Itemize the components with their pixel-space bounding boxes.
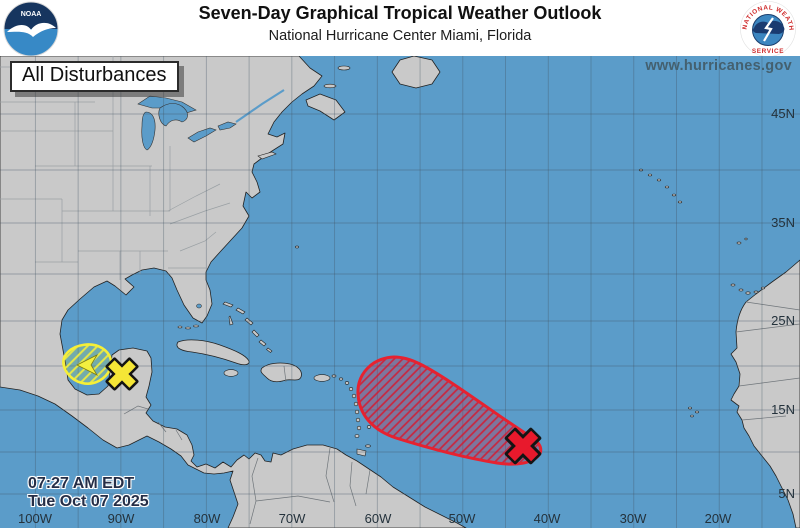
lon-label: 80W [194,511,221,526]
lon-label: 20W [705,511,732,526]
puerto-rico [313,374,331,382]
nws-lightning-icon [763,17,774,42]
trinidad [356,448,367,457]
nws-logo: NATIONAL WEATHER SERVICE [740,1,796,57]
longitude-labels: 100W 90W 80W 70W 60W 50W 40W 30W 20W [18,511,732,526]
header-bar: NOAA Seven-Day Graphical Tropical Weathe… [0,0,800,57]
nws-logo-bottom-text: SERVICE [752,48,784,55]
noaa-logo: NOAA [3,1,59,57]
hispaniola [260,362,302,383]
westward-motion-arrow-icon [76,354,99,376]
yellow-x-marker[interactable] [105,357,140,392]
disturbance-area-yellow[interactable] [62,343,113,385]
outlook-map: 45N 35N 25N 15N 5N 100W 90W 80W 70W 60W … [0,56,800,528]
cuba [176,339,250,366]
lon-label: 40W [534,511,561,526]
hurricanes-gov-link[interactable]: www.hurricanes.gov [645,58,792,74]
jamaica [223,369,239,377]
mode-label: All Disturbances [10,61,179,92]
lat-label: 15N [771,402,795,417]
landmass-africa [730,259,800,528]
lon-label: 100W [18,511,53,526]
issuance-timestamp: 07:27 AM EDT Tue Oct 07 2025 [28,475,149,511]
noaa-logo-text: NOAA [21,11,42,18]
timestamp-date: Tue Oct 07 2025 [28,493,149,510]
lat-label: 45N [771,106,795,121]
red-x-marker[interactable] [504,427,542,465]
page-title: Seven-Day Graphical Tropical Weather Out… [198,3,602,23]
disturbance-area-red[interactable] [356,355,543,466]
lon-label: 90W [108,511,135,526]
bermuda [295,245,299,249]
landmass-americas [0,56,467,528]
noaa-gull-icon [7,22,56,37]
lat-label: 25N [771,313,795,328]
map-canvas: 45N 35N 25N 15N 5N 100W 90W 80W 70W 60W … [0,56,800,528]
great-lakes [137,89,285,309]
lat-label: 35N [771,215,795,230]
page-subtitle: National Hurricane Center Miami, Florida [268,28,532,44]
lon-label: 50W [449,511,476,526]
lon-label: 60W [365,511,392,526]
timestamp-time: 07:27 AM EDT [28,475,135,492]
lon-label: 30W [620,511,647,526]
islands [176,168,766,457]
latitude-labels: 45N 35N 25N 15N 5N [771,106,795,501]
country-borders [123,301,800,525]
lat-label: 5N [778,486,795,501]
lake-okeechobee [196,303,202,309]
lon-label: 70W [279,511,306,526]
